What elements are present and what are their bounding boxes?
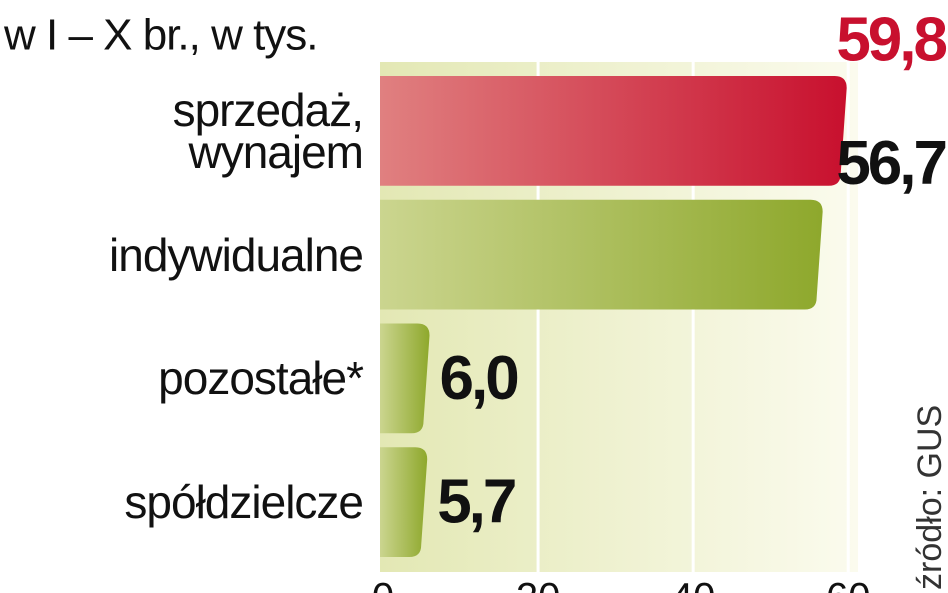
category-label: indywidualne [109,228,364,281]
x-tick-label: 40 [671,576,716,593]
bar [380,447,428,557]
category-label: spółdzielcze [124,476,364,529]
category-label: sprzedaż, wynajem [172,83,364,178]
value-label: 6,0 [440,344,518,413]
value-label: 5,7 [437,468,515,537]
value-label: 59,8 [836,5,946,74]
bar [380,323,430,434]
bar [380,76,847,186]
x-tick-label: 60 [826,576,871,593]
chart-title: w I – X br., w tys. [3,11,318,60]
x-tick-label: 20 [516,576,561,593]
value-label: 56,7 [836,129,945,198]
category-label: pozostałe* [158,352,364,405]
source: źródło: GUS [911,405,948,590]
x-tick-label: 0 [372,576,394,593]
bar [380,199,823,310]
